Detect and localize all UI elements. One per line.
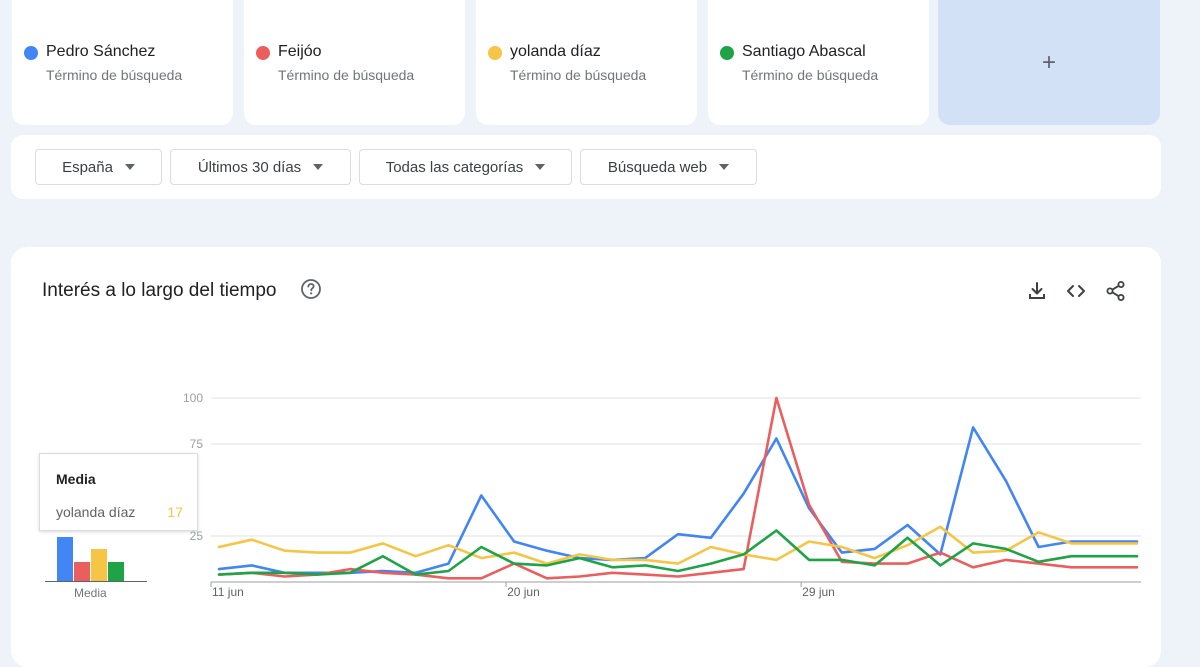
period-filter[interactable]: Últimos 30 días bbox=[170, 149, 351, 185]
x-tick-label: 11 jun bbox=[212, 585, 244, 599]
region-filter[interactable]: España bbox=[35, 149, 162, 185]
average-label: Media bbox=[74, 586, 107, 600]
interest-line-chart[interactable]: 100 75 25 11 jun 20 jun 29 jun bbox=[161, 387, 1146, 612]
term-subtitle: Término de búsqueda bbox=[510, 67, 647, 83]
add-term-button[interactable]: + bbox=[938, 0, 1160, 125]
help-icon[interactable] bbox=[300, 278, 322, 300]
average-bar-feijoo bbox=[74, 562, 90, 581]
term-name: Feijóo bbox=[278, 43, 322, 60]
term-card-santiago-abascal[interactable]: Santiago Abascal Término de búsqueda bbox=[708, 0, 929, 125]
average-axis bbox=[45, 581, 147, 582]
search-type-filter[interactable]: Búsqueda web bbox=[580, 149, 757, 185]
term-subtitle: Término de búsqueda bbox=[46, 67, 183, 83]
y-tick-label: 75 bbox=[190, 437, 204, 451]
series-line-feij-o bbox=[217, 396, 1139, 580]
average-tooltip: Media yolanda díaz 17 bbox=[39, 453, 198, 531]
embed-icon[interactable] bbox=[1065, 280, 1087, 302]
category-filter[interactable]: Todas las categorías bbox=[359, 149, 572, 185]
series-color-dot bbox=[24, 46, 38, 60]
share-icon[interactable] bbox=[1105, 280, 1127, 302]
term-card-pedro-sanchez[interactable]: Pedro Sánchez Término de búsqueda bbox=[12, 0, 233, 125]
y-tick-label: 100 bbox=[183, 391, 203, 405]
caret-down-icon bbox=[313, 164, 324, 170]
term-name: Pedro Sánchez bbox=[46, 43, 156, 60]
average-bar-yolanda-diaz bbox=[91, 548, 107, 581]
tooltip-value: 17 bbox=[167, 504, 183, 520]
average-bar-pedro-sanchez bbox=[57, 537, 73, 581]
average-bar-santiago-abascal bbox=[108, 562, 124, 581]
caret-down-icon bbox=[535, 164, 546, 170]
category-filter-label: Todas las categorías bbox=[385, 158, 524, 176]
term-subtitle: Término de búsqueda bbox=[278, 67, 415, 83]
term-name: yolanda díaz bbox=[510, 43, 601, 60]
x-tick-label: 20 jun bbox=[507, 585, 540, 599]
series-line-yolanda-d-az bbox=[217, 525, 1139, 565]
term-subtitle: Término de búsqueda bbox=[742, 67, 879, 83]
region-filter-label: España bbox=[62, 158, 113, 176]
term-name: Santiago Abascal bbox=[742, 43, 866, 60]
series-color-dot bbox=[488, 46, 502, 60]
chart-title: Interés a lo largo del tiempo bbox=[42, 280, 277, 301]
download-icon[interactable] bbox=[1026, 280, 1048, 302]
y-tick-label: 25 bbox=[190, 529, 204, 543]
series-color-dot bbox=[256, 46, 270, 60]
period-filter-label: Últimos 30 días bbox=[197, 158, 302, 176]
caret-down-icon bbox=[124, 164, 135, 170]
filter-bar: España Últimos 30 días Todas las categor… bbox=[11, 135, 1161, 199]
caret-down-icon bbox=[719, 164, 730, 170]
tooltip-term: yolanda díaz bbox=[56, 504, 136, 520]
interest-over-time-card: Interés a lo largo del tiempo Media Medi… bbox=[11, 247, 1161, 667]
series-color-dot bbox=[720, 46, 734, 60]
x-tick-label: 29 jun bbox=[802, 585, 835, 599]
term-card-feijoo[interactable]: Feijóo Término de búsqueda bbox=[244, 0, 465, 125]
tooltip-title: Media bbox=[56, 471, 96, 487]
series-line-santiago-abascal bbox=[217, 529, 1139, 576]
search-type-filter-label: Búsqueda web bbox=[607, 158, 708, 176]
plus-icon: + bbox=[1041, 48, 1056, 76]
term-card-yolanda-diaz[interactable]: yolanda díaz Término de búsqueda bbox=[476, 0, 697, 125]
